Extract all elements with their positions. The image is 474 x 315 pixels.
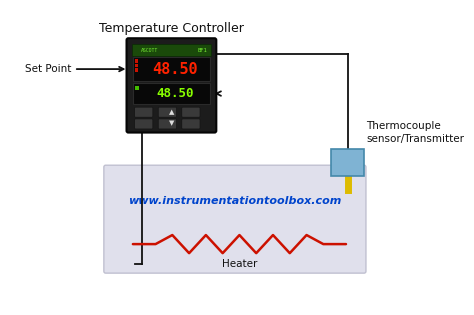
Bar [133,83,210,105]
FancyBboxPatch shape [135,119,153,129]
Text: 48.50: 48.50 [152,61,198,77]
Text: Temperature Controller: Temperature Controller [99,22,244,35]
FancyBboxPatch shape [104,165,366,273]
Text: ASCOTT: ASCOTT [141,48,158,53]
Bar [133,57,210,81]
Bar [135,86,139,90]
Bar [135,59,138,63]
Bar [132,44,211,56]
FancyBboxPatch shape [182,119,200,129]
FancyBboxPatch shape [158,119,176,129]
Text: ▼: ▼ [169,121,174,127]
FancyBboxPatch shape [158,107,176,117]
Bar [135,64,138,67]
Text: Heater: Heater [222,259,257,269]
FancyBboxPatch shape [135,107,153,117]
Text: www.instrumentationtoolbox.com: www.instrumentationtoolbox.com [128,197,342,206]
FancyBboxPatch shape [182,107,200,117]
Text: BF1: BF1 [198,48,207,53]
Text: Set Point: Set Point [25,64,71,74]
Bar [331,149,364,176]
Text: 48.50: 48.50 [156,87,194,100]
Text: ▲: ▲ [169,109,174,115]
FancyBboxPatch shape [127,38,216,133]
Text: Thermocouple
sensor/Transmitter: Thermocouple sensor/Transmitter [366,121,464,144]
Bar [135,68,138,72]
